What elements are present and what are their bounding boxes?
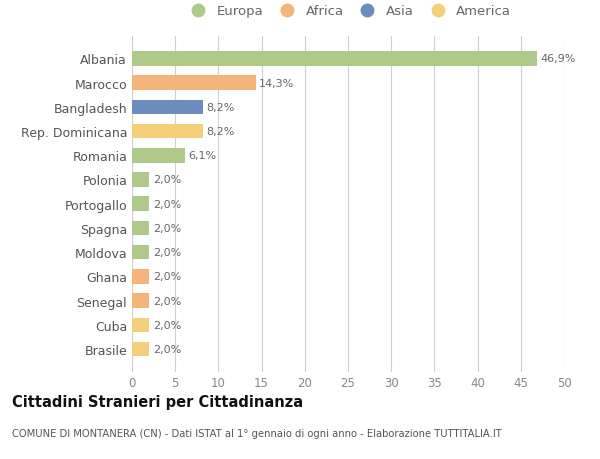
- Bar: [132, 294, 149, 308]
- Text: 2,0%: 2,0%: [153, 272, 181, 282]
- Bar: [132, 173, 149, 187]
- Bar: [132, 318, 149, 332]
- Text: 8,2%: 8,2%: [206, 127, 235, 137]
- Bar: [132, 52, 537, 67]
- Bar: [132, 101, 203, 115]
- Text: 2,0%: 2,0%: [153, 199, 181, 209]
- Text: 2,0%: 2,0%: [153, 224, 181, 234]
- Text: COMUNE DI MONTANERA (CN) - Dati ISTAT al 1° gennaio di ogni anno - Elaborazione : COMUNE DI MONTANERA (CN) - Dati ISTAT al…: [12, 428, 502, 438]
- Bar: [132, 124, 203, 139]
- Bar: [132, 221, 149, 235]
- Text: 2,0%: 2,0%: [153, 296, 181, 306]
- Text: Cittadini Stranieri per Cittadinanza: Cittadini Stranieri per Cittadinanza: [12, 394, 303, 409]
- Text: 2,0%: 2,0%: [153, 247, 181, 257]
- Bar: [132, 269, 149, 284]
- Text: 6,1%: 6,1%: [188, 151, 216, 161]
- Bar: [132, 197, 149, 212]
- Bar: [132, 76, 256, 90]
- Text: 8,2%: 8,2%: [206, 102, 235, 112]
- Text: 14,3%: 14,3%: [259, 78, 294, 89]
- Text: 2,0%: 2,0%: [153, 175, 181, 185]
- Text: 46,9%: 46,9%: [541, 54, 576, 64]
- Bar: [132, 342, 149, 357]
- Bar: [132, 149, 185, 163]
- Bar: [132, 246, 149, 260]
- Text: 2,0%: 2,0%: [153, 344, 181, 354]
- Text: 2,0%: 2,0%: [153, 320, 181, 330]
- Legend: Europa, Africa, Asia, America: Europa, Africa, Asia, America: [179, 0, 517, 23]
